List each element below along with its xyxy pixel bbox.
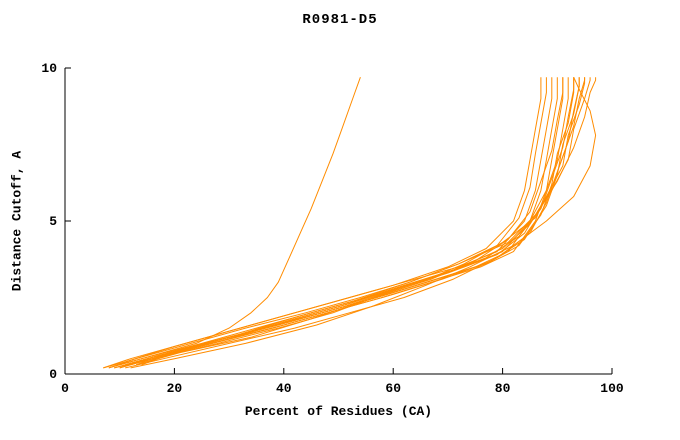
x-tick-label-2: 40	[276, 381, 292, 396]
x-tick-label-3: 60	[385, 381, 401, 396]
x-tick-label-1: 20	[167, 381, 183, 396]
series-line-12	[125, 77, 580, 369]
series-line-9	[130, 76, 597, 369]
x-tick-label-4: 80	[495, 381, 511, 396]
series-line-15	[103, 77, 542, 369]
series-line-5	[130, 77, 580, 366]
x-tick-label-0: 0	[61, 381, 69, 396]
y-tick-label-2: 10	[41, 61, 57, 76]
x-axis-label: Percent of Residues (CA)	[244, 404, 433, 419]
series-line-2	[114, 77, 564, 369]
chart-title: R0981-D5	[302, 12, 378, 28]
series-line-11	[119, 77, 575, 369]
series-line-1	[108, 77, 558, 369]
series-line-0	[103, 77, 553, 369]
x-tick-label-5: 100	[600, 381, 624, 396]
series-line-14	[135, 77, 586, 366]
series-line-13	[114, 77, 564, 369]
series-line-4	[125, 77, 575, 366]
series-line-10	[108, 77, 547, 369]
series-line-8	[146, 77, 597, 363]
series-line-3	[119, 77, 569, 369]
y-tick-label-1: 5	[49, 214, 57, 229]
series-line-16	[119, 77, 361, 366]
series-line-6	[135, 77, 586, 366]
y-tick-label-0: 0	[49, 367, 57, 382]
